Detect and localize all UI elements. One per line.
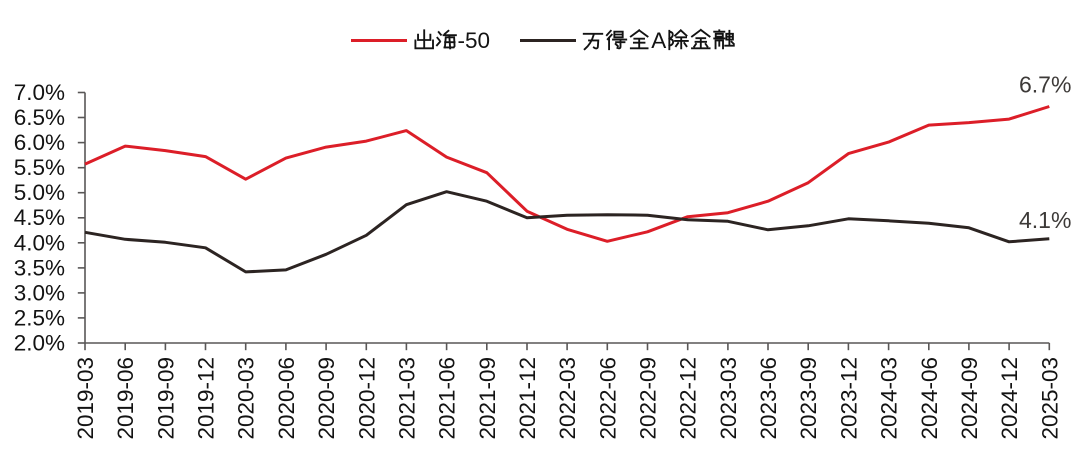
svg-text:2020-06: 2020-06 [274,357,299,440]
svg-text:2020-12: 2020-12 [354,357,379,440]
svg-text:6.7%: 6.7% [1019,72,1071,98]
svg-text:5.0%: 5.0% [14,180,65,205]
svg-text:6.5%: 6.5% [14,105,65,130]
svg-text:A: A [651,28,666,53]
svg-text:2023-12: 2023-12 [836,357,861,440]
svg-text:7.0%: 7.0% [14,80,65,105]
svg-text:2024-03: 2024-03 [877,357,902,440]
svg-text:2024-09: 2024-09 [957,357,982,440]
svg-text:2019-09: 2019-09 [153,357,178,440]
svg-text:2021-06: 2021-06 [435,357,460,440]
svg-text:2.5%: 2.5% [14,305,65,330]
svg-text:2019-03: 2019-03 [73,357,98,440]
svg-text:4.1%: 4.1% [1019,207,1071,233]
svg-text:2019-12: 2019-12 [194,357,219,440]
svg-text:5.5%: 5.5% [14,155,65,180]
svg-text:-50: -50 [458,28,491,53]
svg-text:2023-09: 2023-09 [796,357,821,440]
svg-text:2020-09: 2020-09 [314,357,339,440]
svg-text:3.5%: 3.5% [14,255,65,280]
svg-text:2022-06: 2022-06 [595,357,620,440]
svg-text:2019-06: 2019-06 [113,357,138,440]
svg-text:2022-03: 2022-03 [555,357,580,440]
svg-text:2023-03: 2023-03 [716,357,741,440]
svg-text:2021-09: 2021-09 [475,357,500,440]
svg-text:2021-12: 2021-12 [515,357,540,440]
svg-text:2021-03: 2021-03 [394,357,419,440]
svg-text:4.5%: 4.5% [14,205,65,230]
svg-text:4.0%: 4.0% [14,230,65,255]
svg-text:2020-03: 2020-03 [234,357,259,440]
svg-text:2022-12: 2022-12 [676,357,701,440]
svg-text:2024-12: 2024-12 [997,357,1022,440]
svg-text:2024-06: 2024-06 [917,357,942,440]
svg-text:2023-06: 2023-06 [756,357,781,440]
svg-text:2022-09: 2022-09 [636,357,661,440]
svg-text:3.0%: 3.0% [14,280,65,305]
svg-text:2025-03: 2025-03 [1037,357,1062,440]
svg-text:6.0%: 6.0% [14,130,65,155]
svg-text:2.0%: 2.0% [14,331,65,356]
